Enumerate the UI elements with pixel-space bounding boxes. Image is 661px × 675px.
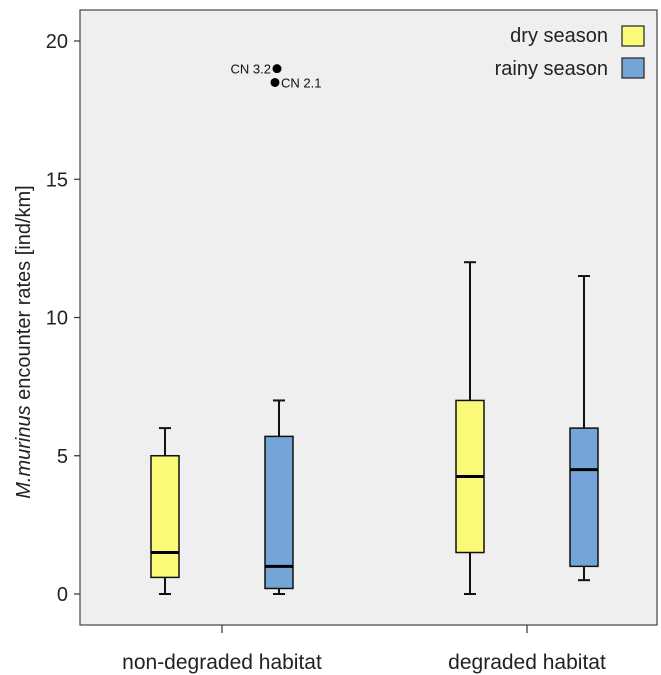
outlier-point	[270, 77, 280, 87]
y-tick-label: 0	[57, 584, 68, 606]
outlier-point	[272, 64, 282, 74]
y-axis: 0 5 10 15 20	[46, 31, 80, 606]
legend-label-dry: dry season	[510, 25, 608, 47]
box-rainy-season-0	[264, 399, 294, 595]
box-iqr	[150, 455, 180, 579]
y-tick-label: 15	[46, 169, 68, 191]
legend-swatch-dry	[621, 25, 645, 47]
y-tick-label: 20	[46, 31, 68, 53]
box-dry-season-0	[150, 427, 180, 595]
legend-swatch-rainy	[621, 57, 645, 79]
outlier-label: CN 2.1	[281, 75, 321, 90]
legend: dry season rainy season	[495, 25, 645, 80]
box-dry-season-1	[455, 261, 485, 595]
x-axis: non-degraded habitat degraded habitat	[122, 625, 606, 674]
y-axis-title-italic: M.murinus	[13, 405, 35, 498]
y-axis-title: M.murinus encounter rates [ind/km]	[13, 185, 35, 498]
boxes	[150, 261, 599, 595]
y-tick-label: 5	[57, 446, 68, 468]
x-category-label: degraded habitat	[448, 651, 606, 674]
box-rainy-season-1	[569, 275, 599, 582]
x-category-label: non-degraded habitat	[122, 651, 322, 674]
y-tick-label: 10	[46, 308, 68, 330]
outliers: CN 3.2 CN 2.1	[231, 62, 322, 91]
outlier-label: CN 3.2	[231, 62, 271, 77]
y-axis-title-rest: encounter rates [ind/km]	[13, 185, 35, 405]
box-iqr	[569, 427, 599, 568]
legend-label-rainy: rainy season	[495, 58, 608, 80]
box-iqr	[264, 435, 294, 590]
